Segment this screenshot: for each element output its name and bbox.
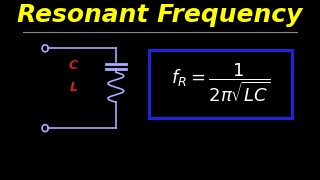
Text: C: C (69, 59, 78, 72)
Text: Resonant Frequency: Resonant Frequency (17, 3, 303, 27)
Text: $f_R = \dfrac{1}{2\pi\sqrt{LC}}$: $f_R = \dfrac{1}{2\pi\sqrt{LC}}$ (171, 61, 271, 104)
Text: L: L (69, 81, 77, 94)
